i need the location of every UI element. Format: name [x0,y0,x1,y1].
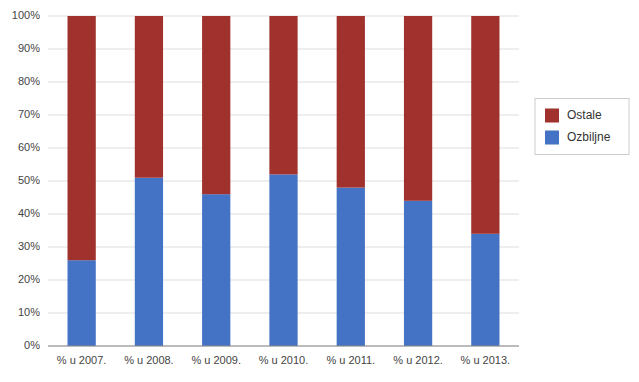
bar-segment [471,16,499,234]
x-tick-label: % u 2008. [124,354,174,366]
x-tick-label: % u 2007. [57,354,107,366]
bar-segment [337,16,365,188]
y-tick-label: 70% [18,108,40,120]
grid-line [48,346,519,347]
chart: 0% 10% 20% 30% 40% 50% 60% 70% 80% 90% 100% % u 200… [0,0,639,382]
bar-segment [337,188,365,346]
bar-segment [404,16,432,201]
legend-swatch [545,131,559,145]
bar-segment [202,16,230,194]
y-grid [48,16,519,346]
legend-label: Ozbiljne [567,130,611,144]
y-tick-label: 50% [18,174,40,186]
y-tick-label: 0% [24,339,40,351]
y-tick-label: 100% [12,9,40,21]
bars [68,16,500,346]
x-axis-line [48,346,519,347]
y-tick-label: 20% [18,273,40,285]
chart-container: 0% 10% 20% 30% 40% 50% 60% 70% 80% 90% 100% % u 200… [0,0,639,382]
legend-label: Ostale [567,108,602,122]
y-tick-label: 30% [18,240,40,252]
x-tick-label: % u 2012. [393,354,443,366]
legend: Ostale Ozbiljne [535,99,629,155]
bar-segment [68,260,96,346]
y-tick-label: 90% [18,42,40,54]
legend-box [535,99,629,155]
x-tick-label: % u 2010. [259,354,309,366]
bar-segment [135,178,163,346]
bar-segment [68,16,96,260]
x-tick-label: % u 2011. [326,354,375,366]
x-tick-label: % u 2013. [461,354,511,366]
bar-segment [135,16,163,178]
x-tick-label: % u 2009. [191,354,241,366]
bar-segment [269,16,297,174]
y-tick-label: 10% [18,306,40,318]
legend-swatch [545,109,559,123]
bar-segment [404,201,432,346]
y-tick-label: 80% [18,75,40,87]
y-tick-label: 60% [18,141,40,153]
bar-segment [269,174,297,346]
y-tick-label: 40% [18,207,40,219]
bar-segment [471,234,499,346]
bar-segment [202,194,230,346]
